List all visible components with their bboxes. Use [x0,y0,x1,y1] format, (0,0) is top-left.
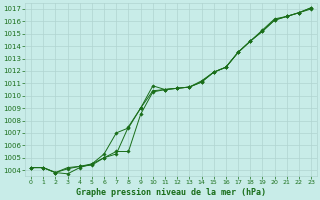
X-axis label: Graphe pression niveau de la mer (hPa): Graphe pression niveau de la mer (hPa) [76,188,266,197]
